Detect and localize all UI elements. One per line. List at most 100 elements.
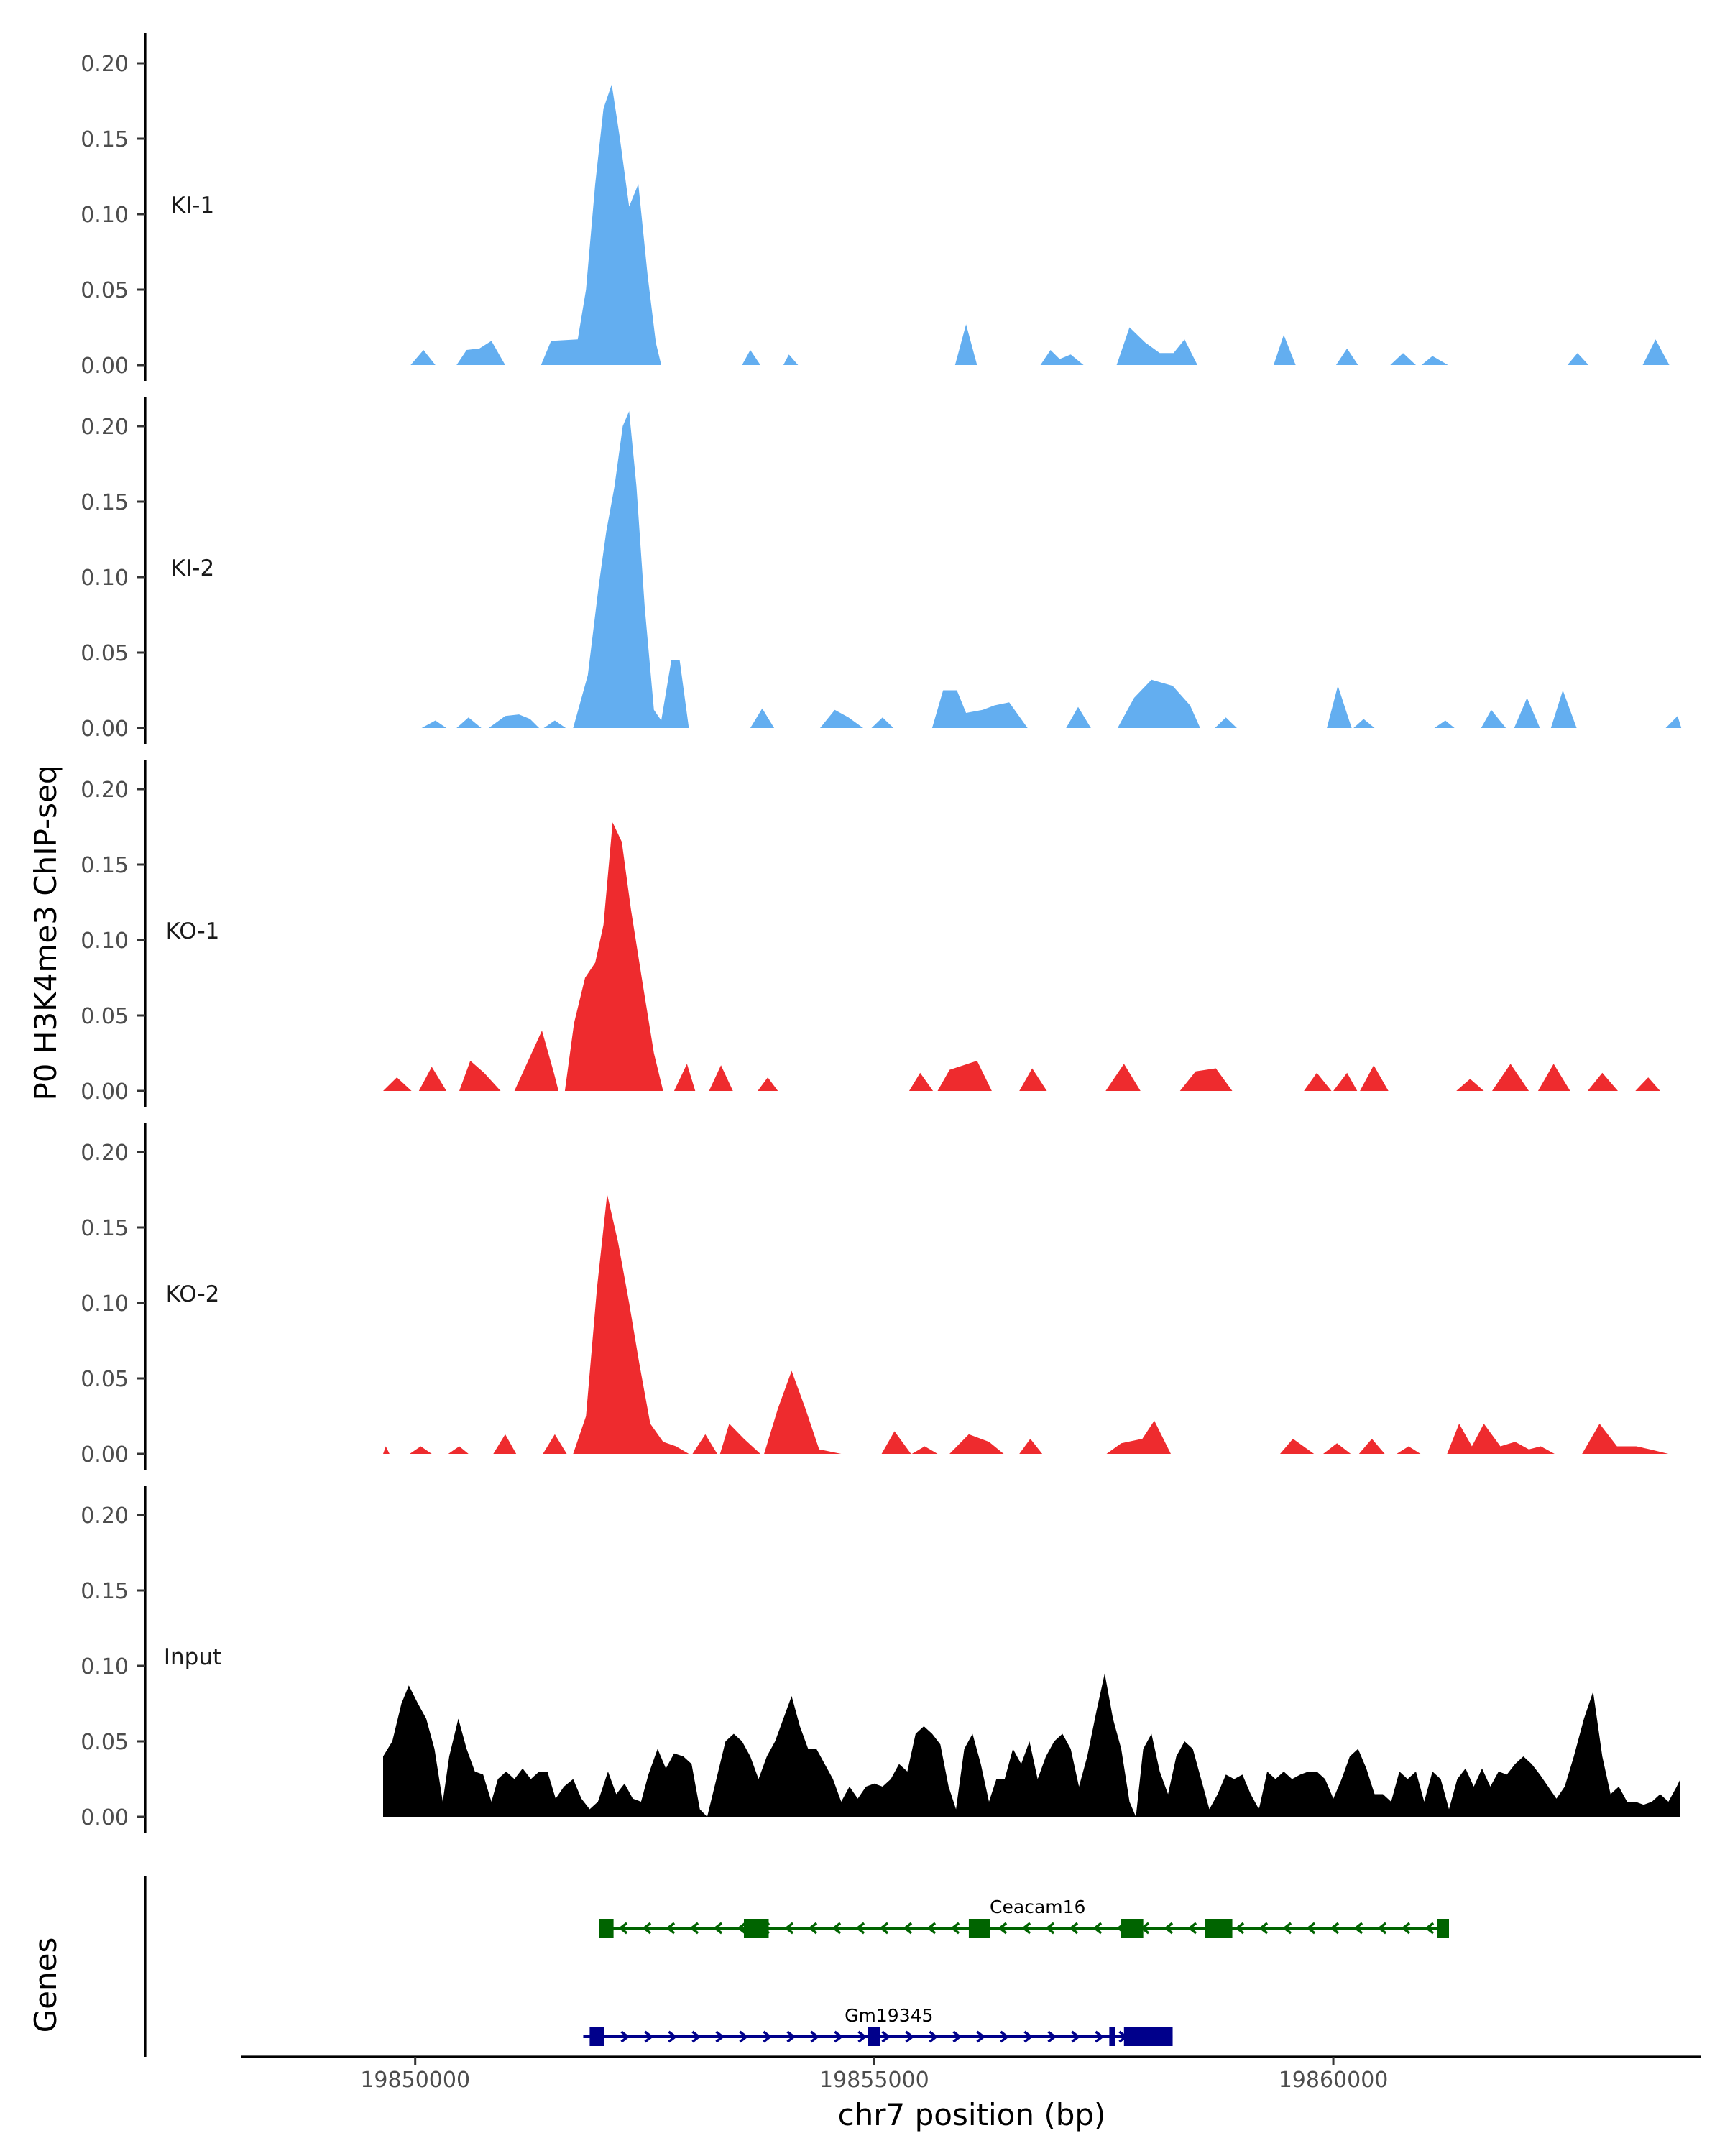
y-tick-label: 0.20: [80, 52, 129, 77]
y-tick-label: 0.15: [80, 853, 129, 878]
x-tick-label: 19860000: [1279, 2068, 1389, 2093]
track-ko-1: 0.00 0.05 0.10 0.15 0.20 KO-1: [80, 760, 1660, 1107]
strand-arrow: [1425, 1922, 1435, 1935]
strand-arrow: [715, 2030, 725, 2043]
exon: [868, 2027, 880, 2046]
strand-arrow: [1000, 2030, 1010, 2043]
strand-arrow: [1045, 1922, 1055, 1935]
y-tick-label: 0.10: [80, 1654, 129, 1680]
y-tick-label: 0.05: [80, 1004, 129, 1029]
strand-arrow: [926, 1922, 937, 1935]
strand-arrow: [1282, 1922, 1292, 1935]
track-ki-2: 0.00 0.05 0.10 0.15 0.20 KI-2: [80, 397, 1682, 744]
gene-name-label: Gm19345: [845, 2005, 933, 2026]
track-ki-1: 0.00 0.05 0.10 0.15 0.20 KI-1: [80, 33, 1670, 381]
y-tick-label: 0.20: [80, 778, 129, 803]
strand-arrow: [1095, 2030, 1105, 2043]
strand-arrow: [1353, 1922, 1363, 1935]
x-tick-label: 19850000: [360, 2068, 470, 2093]
strand-arrow: [834, 2030, 844, 2043]
strand-arrow: [1024, 2030, 1034, 2043]
strand-arrow: [905, 2030, 915, 2043]
exon: [1121, 1919, 1144, 1938]
x-axis-title: chr7 position (bp): [838, 2097, 1106, 2132]
strand-arrow: [786, 2030, 796, 2043]
track-label: KI-1: [171, 193, 214, 218]
x-tick-label: 19855000: [819, 2068, 929, 2093]
strand-arrow: [952, 2030, 962, 2043]
y-tick-label: 0.10: [80, 929, 129, 954]
gene-ceacam16: Ceacam16: [599, 1897, 1450, 1938]
y-tick-label: 0.05: [80, 278, 129, 303]
signal-area: [383, 1673, 1680, 1817]
gene-gm19345: Gm19345: [583, 2005, 1173, 2046]
signal-area: [383, 1194, 1669, 1454]
y-tick-label: 0.10: [80, 1291, 129, 1317]
strand-arrow: [620, 2030, 630, 2043]
strand-arrow: [1187, 1922, 1197, 1935]
y-tick-label: 0.15: [80, 490, 129, 515]
exon: [1205, 1919, 1233, 1938]
exon: [1437, 1919, 1450, 1938]
signal-tracks: 0.00 0.05 0.10 0.15 0.20 KI-1 0.00 0.05 0.10 0.15…: [80, 33, 1682, 1833]
track-label: KO-2: [166, 1281, 220, 1307]
strand-arrow: [1377, 1922, 1387, 1935]
track-ko-2: 0.00 0.05 0.10 0.15 0.20 KO-2: [80, 1123, 1669, 1470]
y-tick-label: 0.05: [80, 641, 129, 666]
y-tick-label: 0.00: [80, 354, 129, 379]
strand-arrow: [642, 1922, 652, 1935]
exon: [1123, 2027, 1173, 2046]
track-label: KI-2: [171, 556, 214, 581]
track-input: 0.00 0.05 0.10 0.15 0.20 Input: [80, 1486, 1680, 1833]
strand-arrow: [881, 2030, 891, 2043]
x-axis: 19850000 19855000 19860000: [241, 2055, 1701, 2093]
strand-arrow: [1047, 2030, 1057, 2043]
y-axis-title: P0 H3K4me3 ChIP-seq: [28, 765, 63, 1100]
strand-arrow: [644, 2030, 654, 2043]
strand-arrow: [713, 1922, 723, 1935]
strand-arrow: [1330, 1922, 1340, 1935]
strand-arrow: [1021, 1922, 1031, 1935]
y-tick-label: 0.10: [80, 566, 129, 591]
signal-area: [383, 822, 1660, 1091]
exon: [589, 2027, 604, 2046]
y-tick-label: 0.15: [80, 1216, 129, 1241]
strand-arrow: [666, 1922, 676, 1935]
track-label: KO-1: [166, 918, 220, 944]
y-tick-label: 0.20: [80, 415, 129, 440]
y-tick-label: 0.20: [80, 1503, 129, 1529]
strand-arrow: [1164, 1922, 1174, 1935]
strand-arrow: [1235, 1922, 1245, 1935]
strand-arrow: [737, 1922, 747, 1935]
genes-track-title: Genes: [28, 1938, 63, 2033]
strand-arrow: [1401, 1922, 1411, 1935]
strand-arrow: [618, 1922, 628, 1935]
y-tick-label: 0.15: [80, 1579, 129, 1604]
strand-arrow: [1071, 2030, 1081, 2043]
exon: [968, 1919, 990, 1938]
y-tick-label: 0.05: [80, 1367, 129, 1392]
strand-arrow: [1069, 1922, 1079, 1935]
y-tick-label: 0.20: [80, 1141, 129, 1166]
y-tick-label: 0.00: [80, 1079, 129, 1105]
strand-arrow: [976, 2030, 986, 2043]
strand-arrow: [810, 2030, 820, 2043]
strand-arrow: [929, 2030, 939, 2043]
strand-arrow: [784, 1922, 794, 1935]
signal-area: [421, 411, 1682, 728]
strand-arrow: [1092, 1922, 1103, 1935]
y-tick-label: 0.10: [80, 203, 129, 228]
y-tick-label: 0.15: [80, 127, 129, 152]
strand-arrow: [832, 1922, 842, 1935]
track-label: Input: [164, 1644, 221, 1670]
strand-arrow: [1306, 1922, 1316, 1935]
strand-arrow: [1259, 1922, 1269, 1935]
strand-arrow: [763, 2030, 773, 2043]
strand-arrow: [855, 1922, 865, 1935]
strand-arrow: [879, 1922, 889, 1935]
y-tick-label: 0.05: [80, 1730, 129, 1755]
signal-area: [410, 84, 1670, 366]
strand-arrow: [950, 1922, 960, 1935]
strand-arrow: [739, 2030, 749, 2043]
